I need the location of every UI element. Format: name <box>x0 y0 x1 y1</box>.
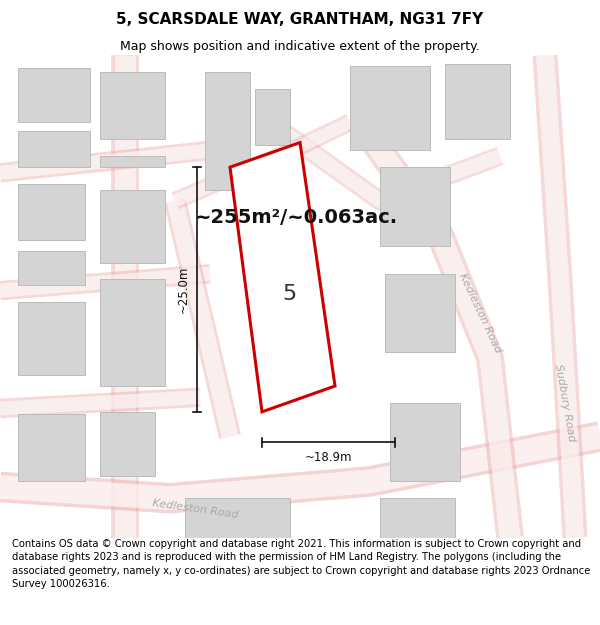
Text: 5: 5 <box>283 284 297 304</box>
Polygon shape <box>100 72 165 139</box>
Polygon shape <box>350 66 430 151</box>
Text: Contains OS data © Crown copyright and database right 2021. This information is : Contains OS data © Crown copyright and d… <box>12 539 590 589</box>
Text: Map shows position and indicative extent of the property.: Map shows position and indicative extent… <box>120 39 480 52</box>
Text: Kedleston Road: Kedleston Road <box>151 499 239 521</box>
Polygon shape <box>380 168 450 246</box>
Polygon shape <box>18 184 85 240</box>
Text: Sudbury Road: Sudbury Road <box>553 363 577 442</box>
Polygon shape <box>18 251 85 285</box>
Text: 5, SCARSDALE WAY, GRANTHAM, NG31 7FY: 5, SCARSDALE WAY, GRANTHAM, NG31 7FY <box>116 12 484 27</box>
Polygon shape <box>185 498 290 538</box>
Polygon shape <box>255 89 290 145</box>
Polygon shape <box>18 414 85 481</box>
Polygon shape <box>100 279 165 386</box>
Text: ~18.9m: ~18.9m <box>305 451 352 464</box>
Polygon shape <box>100 412 155 476</box>
Text: Kedleston Road: Kedleston Road <box>457 272 503 354</box>
Polygon shape <box>205 72 250 189</box>
Text: ~25.0m: ~25.0m <box>176 266 190 313</box>
Polygon shape <box>100 156 165 168</box>
Polygon shape <box>445 64 510 139</box>
Polygon shape <box>230 142 335 412</box>
Polygon shape <box>18 131 90 168</box>
Polygon shape <box>18 302 85 375</box>
Polygon shape <box>390 403 460 481</box>
Polygon shape <box>380 498 455 538</box>
Text: ~255m²/~0.063ac.: ~255m²/~0.063ac. <box>195 208 398 227</box>
Polygon shape <box>18 69 90 122</box>
Polygon shape <box>100 189 165 262</box>
Polygon shape <box>385 274 455 352</box>
